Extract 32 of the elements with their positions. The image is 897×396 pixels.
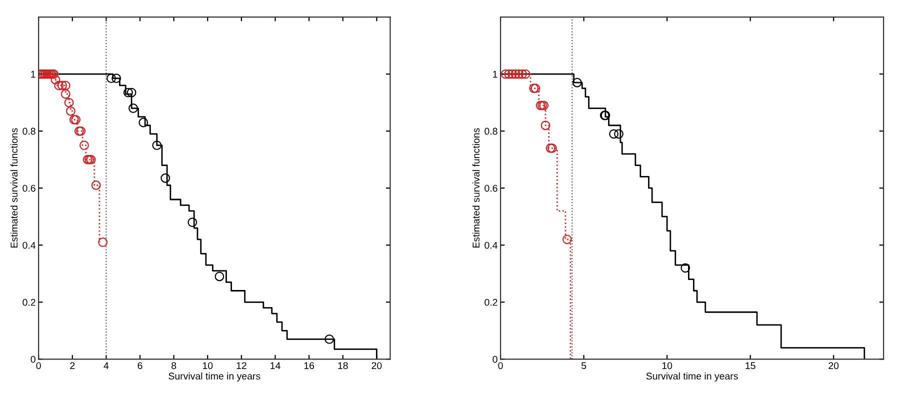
x-tick-label: 6	[138, 362, 142, 370]
x-tick-label: 2	[70, 362, 75, 369]
y-tick-label: 0	[30, 356, 36, 363]
x-tick-label: 8	[172, 362, 176, 370]
x-tick-label: 5	[581, 362, 586, 370]
x-tick-label: 12	[236, 362, 246, 369]
x-tick-label: 14	[270, 362, 280, 369]
x-tick-label: 0	[36, 362, 41, 370]
y-tick-label: 0.6	[484, 184, 498, 192]
x-tick-label: 15	[746, 362, 756, 370]
y-tick-label: 0.2	[484, 298, 498, 306]
x-tick-label: 10	[662, 362, 672, 370]
x-tick-label: 20	[372, 362, 382, 370]
x-tick-label: 10	[202, 362, 213, 370]
x-tick-label: 0	[498, 362, 503, 370]
x-axis-title: Survival time in years	[168, 372, 260, 382]
y-tick-label: 0.8	[484, 128, 498, 135]
y-tick-label: 0.4	[484, 242, 498, 249]
y-axis-title: Estimated survival functions	[472, 128, 480, 248]
x-axis-title: Survival time in years	[646, 372, 738, 382]
y-tick-label: 1	[31, 70, 36, 78]
y-tick-label: 0.4	[22, 242, 36, 249]
y-tick-label: 0.8	[22, 128, 36, 135]
y-tick-label: 1	[493, 70, 498, 78]
y-tick-label: 0.6	[22, 184, 36, 192]
x-tick-label: 20	[828, 362, 839, 370]
x-tick-label: 16	[304, 362, 314, 370]
x-tick-label: 4	[104, 362, 109, 369]
y-tick-label: 0	[492, 356, 498, 363]
y-tick-label: 0.2	[22, 298, 36, 306]
y-axis-title: Estimated survival functions	[10, 128, 18, 248]
x-tick-label: 18	[338, 362, 348, 370]
